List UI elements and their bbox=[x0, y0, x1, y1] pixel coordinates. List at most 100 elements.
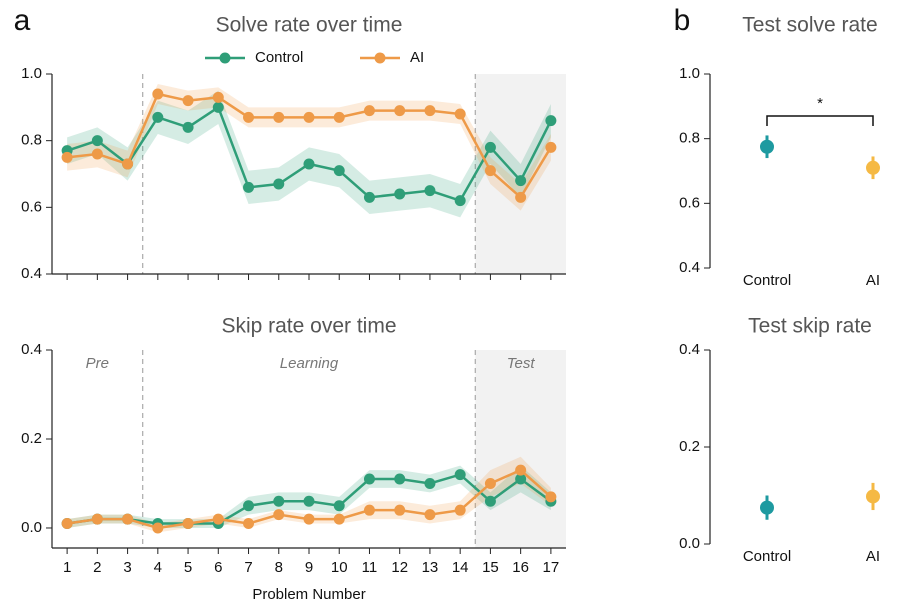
x-tick-label: 7 bbox=[244, 559, 252, 576]
point bbox=[91, 135, 103, 147]
point bbox=[303, 158, 315, 170]
point bbox=[122, 513, 134, 525]
y-tick-label: 0.6 bbox=[21, 198, 42, 215]
point bbox=[212, 513, 224, 525]
y-tick-label: 0.4 bbox=[21, 265, 42, 282]
x-tick-label: Control bbox=[743, 272, 791, 289]
legend-label: AI bbox=[410, 49, 424, 66]
x-axis-label: Problem Number bbox=[252, 586, 365, 603]
y-tick-label: 0.8 bbox=[679, 130, 700, 147]
chart-title: Test skip rate bbox=[748, 315, 872, 338]
point bbox=[182, 518, 194, 530]
x-tick-label: 4 bbox=[154, 559, 162, 576]
x-tick-label: 9 bbox=[305, 559, 313, 576]
point bbox=[424, 509, 436, 521]
x-tick-label: 12 bbox=[391, 559, 408, 576]
y-tick-label: 0.2 bbox=[679, 438, 700, 455]
y-tick-label: 1.0 bbox=[21, 65, 42, 82]
x-tick-label: 10 bbox=[331, 559, 348, 576]
x-tick-label: 17 bbox=[543, 559, 560, 576]
point bbox=[515, 473, 527, 485]
chart-title: Skip rate over time bbox=[221, 315, 396, 338]
point bbox=[333, 513, 345, 525]
point bbox=[91, 148, 103, 160]
x-tick-label: 16 bbox=[512, 559, 529, 576]
point bbox=[760, 500, 774, 515]
point bbox=[182, 121, 194, 133]
x-tick-label: AI bbox=[866, 272, 880, 289]
point bbox=[212, 91, 224, 103]
y-tick-label: 0.4 bbox=[679, 259, 700, 276]
x-tick-label: AI bbox=[866, 548, 880, 565]
point bbox=[424, 105, 436, 117]
point bbox=[363, 473, 375, 485]
point bbox=[303, 111, 315, 123]
y-tick-label: 0.4 bbox=[21, 341, 42, 358]
y-tick-label: 0.6 bbox=[679, 194, 700, 211]
point bbox=[515, 464, 527, 476]
point bbox=[303, 513, 315, 525]
chart-title: Test solve rate bbox=[742, 14, 877, 37]
point bbox=[273, 178, 285, 190]
y-tick-label: 0.8 bbox=[21, 132, 42, 149]
x-tick-label: 8 bbox=[275, 559, 283, 576]
x-tick-label: 1 bbox=[63, 559, 71, 576]
legend-marker bbox=[219, 52, 231, 64]
point bbox=[243, 111, 255, 123]
point bbox=[303, 495, 315, 507]
x-tick-label: 5 bbox=[184, 559, 192, 576]
x-tick-label: 11 bbox=[362, 559, 378, 576]
y-tick-label: 0.2 bbox=[21, 430, 42, 447]
point bbox=[363, 105, 375, 117]
y-tick-label: 0.4 bbox=[679, 341, 700, 358]
phase-label: Pre bbox=[86, 355, 109, 372]
y-tick-label: 0.0 bbox=[21, 519, 42, 536]
point bbox=[515, 191, 527, 203]
panel-label: b bbox=[674, 4, 691, 37]
point bbox=[273, 509, 285, 521]
panel-label: a bbox=[14, 4, 31, 37]
point bbox=[394, 473, 406, 485]
x-tick-label: 13 bbox=[422, 559, 439, 576]
y-tick-label: 0.0 bbox=[679, 535, 700, 552]
point bbox=[273, 111, 285, 123]
point bbox=[363, 191, 375, 203]
x-tick-label: 15 bbox=[482, 559, 499, 576]
point bbox=[122, 158, 134, 170]
point bbox=[394, 504, 406, 516]
point bbox=[484, 141, 496, 153]
test-shade bbox=[475, 350, 566, 548]
phase-label: Learning bbox=[280, 355, 339, 372]
point bbox=[61, 518, 73, 530]
point bbox=[152, 111, 164, 123]
point bbox=[212, 101, 224, 113]
chart-title: Solve rate over time bbox=[216, 14, 403, 37]
point bbox=[484, 495, 496, 507]
point bbox=[243, 181, 255, 193]
point bbox=[394, 105, 406, 117]
point bbox=[454, 195, 466, 207]
point bbox=[333, 165, 345, 177]
point bbox=[333, 500, 345, 512]
legend-marker bbox=[374, 52, 386, 64]
point bbox=[545, 141, 557, 153]
x-tick-label: 2 bbox=[93, 559, 101, 576]
point bbox=[515, 175, 527, 187]
point bbox=[273, 495, 285, 507]
point bbox=[333, 111, 345, 123]
legend-label: Control bbox=[255, 49, 303, 66]
point bbox=[545, 115, 557, 127]
significance-bracket bbox=[766, 115, 874, 126]
point bbox=[866, 160, 880, 175]
point bbox=[760, 139, 774, 154]
point bbox=[394, 188, 406, 200]
point bbox=[243, 500, 255, 512]
point bbox=[454, 504, 466, 516]
point bbox=[91, 513, 103, 525]
point bbox=[424, 477, 436, 489]
x-tick-label: 14 bbox=[452, 559, 469, 576]
point bbox=[484, 165, 496, 177]
point bbox=[182, 95, 194, 107]
point bbox=[152, 88, 164, 100]
x-tick-label: Control bbox=[743, 548, 791, 565]
